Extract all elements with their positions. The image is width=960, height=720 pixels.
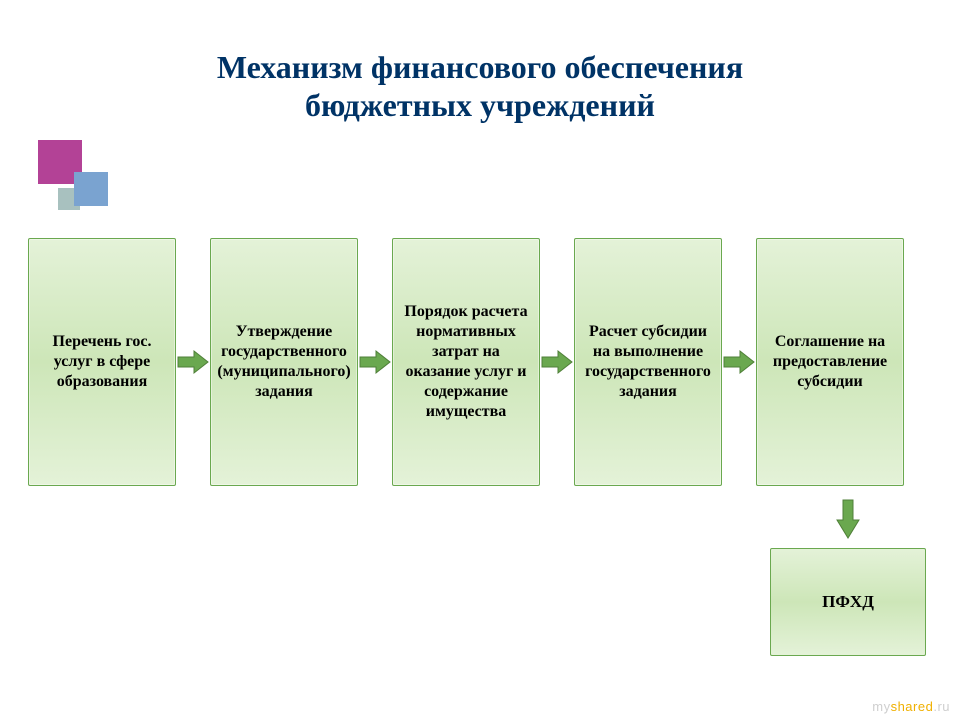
flow-node-4: Расчет субсидии на выполнение государств… [574, 238, 722, 486]
watermark-part1: my [872, 699, 890, 714]
arrow-right-icon [176, 348, 210, 376]
slide-title: Механизм финансового обеспечения бюджетн… [0, 48, 960, 125]
motif-square-2 [74, 172, 108, 206]
watermark-part2: shared [891, 699, 934, 714]
flow-node-2: Утверждение государственного (муниципаль… [210, 238, 358, 486]
flow-node-6: ПФХД [770, 548, 926, 656]
flow-node-3: Порядок расчета нормативных затрат на ок… [392, 238, 540, 486]
arrow-right-icon [358, 348, 392, 376]
flow-node-1-label: Перечень гос. услуг в сфере образования [37, 332, 167, 392]
watermark-part3: .ru [933, 699, 950, 714]
title-wrap: Механизм финансового обеспечения бюджетн… [0, 48, 960, 125]
flow-row: Перечень гос. услуг в сфере образования … [28, 238, 904, 486]
flow-node-5-label: Соглашение на предоставление субсидии [765, 332, 895, 392]
flow-node-2-label: Утверждение государственного (муниципаль… [217, 322, 350, 402]
flow-node-6-label: ПФХД [822, 592, 874, 612]
flow-node-1: Перечень гос. услуг в сфере образования [28, 238, 176, 486]
arrow-right-icon [722, 348, 756, 376]
flow-node-3-label: Порядок расчета нормативных затрат на ок… [401, 302, 531, 422]
flow-node-5: Соглашение на предоставление субсидии [756, 238, 904, 486]
flow-node-4-label: Расчет субсидии на выполнение государств… [583, 322, 713, 402]
slide: Механизм финансового обеспечения бюджетн… [0, 0, 960, 720]
arrow-down-icon [834, 498, 862, 540]
decorative-squares-icon [38, 140, 118, 220]
watermark: myshared.ru [872, 699, 950, 714]
arrow-right-icon [540, 348, 574, 376]
